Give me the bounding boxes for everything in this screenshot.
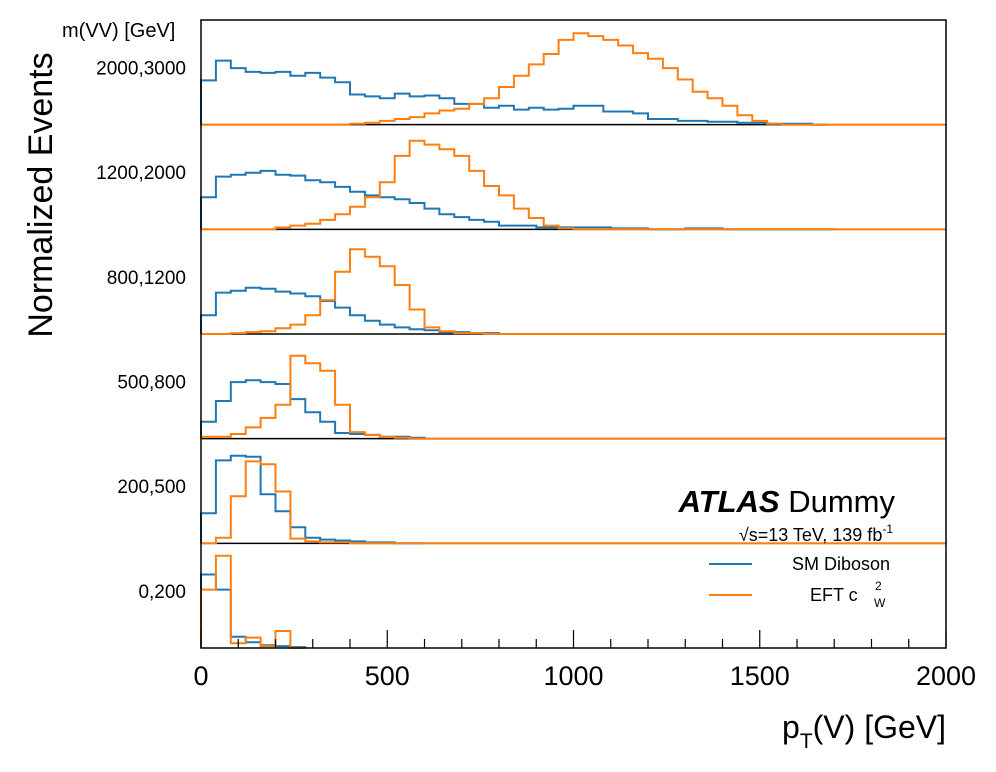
eft-cw2-hist [200, 554, 306, 649]
legend-entry-sm: SM Diboson [709, 554, 890, 574]
legend-label-eft-sub: W [874, 596, 886, 610]
x-ticks [200, 630, 947, 648]
x-tick-label: 1500 [730, 661, 790, 691]
eft-cw2-hist [201, 248, 946, 335]
eft-cw2-hist [200, 354, 947, 440]
lumi-exponent: -1 [882, 522, 893, 536]
x-axis-label: pT(V) [GeV] [782, 709, 946, 753]
x-axis-label-rest: (V) [GeV] [813, 709, 946, 745]
panel-label: 0,200 [138, 582, 186, 603]
x-tick-label: 2000 [916, 661, 976, 691]
panel-label: 800,1200 [107, 268, 186, 289]
eft-cw2-hist [200, 32, 947, 126]
legend-label-eft-sup: 2 [875, 579, 882, 593]
x-tick-label: 0 [193, 661, 208, 691]
atlas-label-rest: Dummy [788, 484, 895, 519]
atlas-label-bold: ATLAS [678, 484, 780, 519]
y-axis-label: Normalized Events [22, 52, 60, 337]
atlas-label: ATLAS Dummy [678, 484, 896, 519]
x-axis-label-main: p [782, 709, 800, 745]
x-tick-label: 500 [365, 661, 410, 691]
legend: SM Diboson EFT c 2 W [709, 554, 890, 610]
sqrt-symbol: √ [739, 525, 749, 545]
energy-text: s=13 TeV, 139 fb [749, 525, 883, 545]
energy-lumi-label: √s=13 TeV, 139 fb-1 [739, 522, 894, 545]
panel-labels: 0,200 200,500 500,800 800,1200 1200,2000 2000… [96, 58, 186, 602]
eft-cw2-hist [200, 139, 947, 231]
x-axis-label-sub: T [800, 730, 813, 753]
legend-entry-eft: EFT c 2 W [709, 579, 886, 610]
sm-diboson-hist [200, 59, 828, 126]
legend-label-sm: SM Diboson [792, 554, 890, 574]
x-tick-labels: 0 500 1000 1500 2000 [193, 661, 976, 691]
legend-label-eft-main: EFT c [810, 585, 858, 605]
y-axis-header: m(VV) [GeV] [62, 20, 175, 42]
panel-label: 500,800 [117, 372, 186, 393]
panel-label: 2000,3000 [96, 58, 186, 79]
panel-label: 1200,2000 [96, 163, 186, 184]
legend-label-eft: EFT c [810, 585, 858, 605]
eft-cw2-hist [200, 460, 947, 545]
series-layer [200, 32, 947, 649]
panel-label: 200,500 [117, 477, 186, 498]
x-tick-label: 1000 [543, 661, 603, 691]
